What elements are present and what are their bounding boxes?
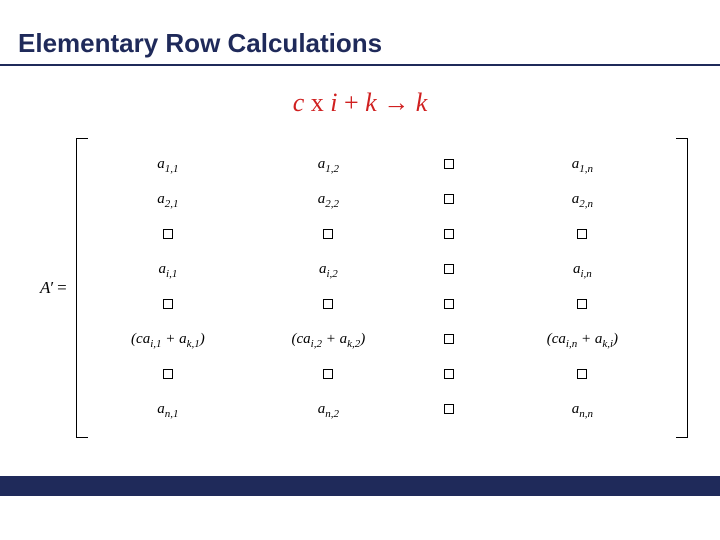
formula-k1: k <box>365 88 377 117</box>
vertical-ellipsis <box>577 367 587 384</box>
matrix-grid: a1,1 a1,2 a1,n a2,1 a2,2 a2,n ai,1 ai,2 ai,n (cai… <box>88 148 676 428</box>
vertical-ellipsis <box>577 297 587 314</box>
matrix-entry: a1,n <box>572 156 593 175</box>
center-ellipsis <box>444 227 454 244</box>
formula-plus: + <box>344 88 359 117</box>
matrix-entry: an,2 <box>318 401 339 420</box>
formula-arrow: → <box>383 88 409 117</box>
vertical-ellipsis <box>163 227 173 244</box>
formula-mult: x <box>311 88 324 117</box>
center-ellipsis <box>444 367 454 384</box>
vertical-ellipsis <box>163 367 173 384</box>
matrix-lhs: A′= <box>40 278 70 298</box>
row-operation-formula: c x i + k → k <box>0 88 720 118</box>
slide-title: Elementary Row Calculations <box>18 28 382 59</box>
center-ellipsis <box>444 402 454 419</box>
matrix-entry: a2,n <box>572 191 593 210</box>
center-ellipsis <box>444 297 454 314</box>
formula-i: i <box>330 88 337 117</box>
matrix-entry: ai,1 <box>159 261 178 280</box>
lhs-eq: = <box>54 278 70 297</box>
vertical-ellipsis <box>323 367 333 384</box>
bracket-left <box>76 138 88 438</box>
vertical-ellipsis <box>323 227 333 244</box>
bracket-right <box>676 138 688 438</box>
matrix-equation: A′= a1,1 a1,2 a1,n a2,1 a2,2 a2,n ai,1 ai,2 ai,n… <box>40 138 688 438</box>
center-ellipsis <box>444 157 454 174</box>
vertical-ellipsis <box>323 297 333 314</box>
matrix-entry: ai,n <box>573 261 592 280</box>
matrix-entry: a1,1 <box>157 156 178 175</box>
vertical-ellipsis <box>577 227 587 244</box>
matrix-entry: an,1 <box>157 401 178 420</box>
lhs-A: A <box>40 278 50 297</box>
formula-c: c <box>293 88 305 117</box>
formula-k2: k <box>416 88 428 117</box>
center-ellipsis <box>444 192 454 209</box>
center-ellipsis <box>444 262 454 279</box>
center-ellipsis <box>444 332 454 349</box>
footer-bar <box>0 476 720 496</box>
matrix-rowop-entry: (cai,1 + ak,1) <box>131 331 205 350</box>
matrix-rowop-entry: (cai,n + ak,i) <box>547 331 618 350</box>
matrix-rowop-entry: (cai,2 + ak,2) <box>291 331 365 350</box>
matrix-entry: ai,2 <box>319 261 338 280</box>
matrix-entry: a1,2 <box>318 156 339 175</box>
title-underline <box>0 64 720 66</box>
matrix-entry: a2,2 <box>318 191 339 210</box>
vertical-ellipsis <box>163 297 173 314</box>
matrix-entry: an,n <box>572 401 593 420</box>
matrix-entry: a2,1 <box>157 191 178 210</box>
